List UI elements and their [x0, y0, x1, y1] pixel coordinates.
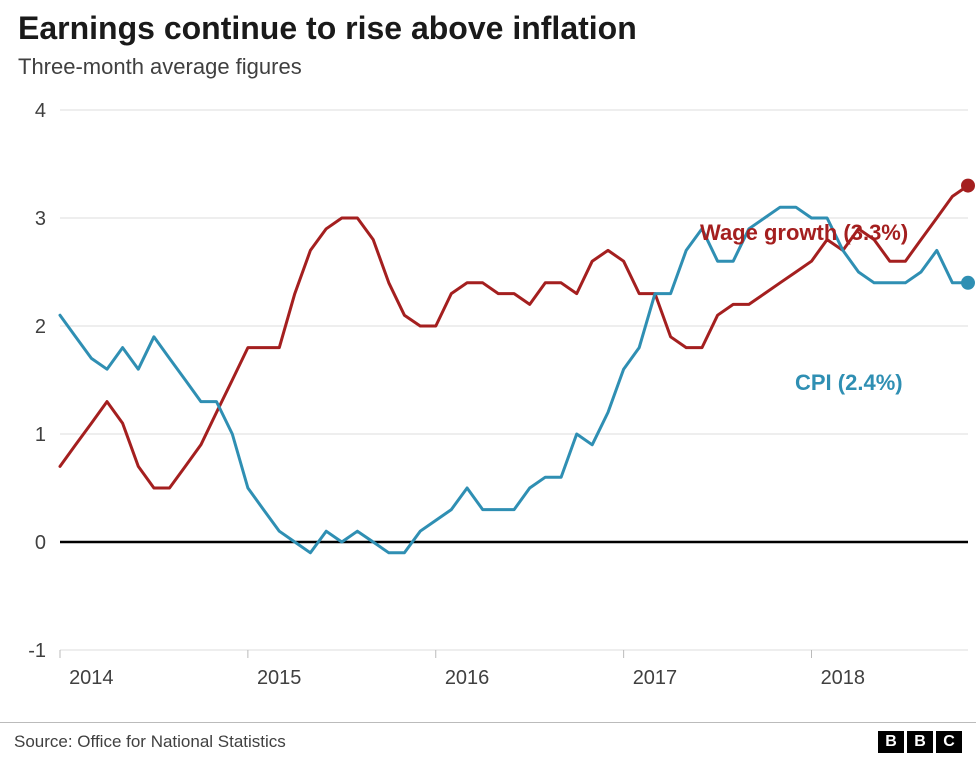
svg-text:2014: 2014	[69, 667, 114, 689]
svg-text:4: 4	[35, 100, 46, 122]
chart-plot: -1 0 1 2 3 4 2014 2015 2016 2017 2018	[0, 90, 976, 710]
bbc-logo-block: B	[907, 731, 933, 753]
chart-container: Earnings continue to rise above inflatio…	[0, 0, 976, 760]
bbc-logo-block: C	[936, 731, 962, 753]
series-label-cpi: CPI (2.4%)	[795, 370, 903, 396]
source-text: Source: Office for National Statistics	[14, 732, 286, 752]
svg-text:1: 1	[35, 424, 46, 446]
series-label-wage-growth: Wage growth (3.3%)	[700, 220, 908, 246]
chart-footer: Source: Office for National Statistics B…	[0, 722, 976, 760]
svg-text:3: 3	[35, 208, 46, 230]
bbc-logo-block: B	[878, 731, 904, 753]
svg-text:2016: 2016	[445, 667, 490, 689]
svg-text:2017: 2017	[633, 667, 678, 689]
svg-text:-1: -1	[28, 640, 46, 662]
bbc-logo: B B C	[878, 731, 962, 753]
chart-title: Earnings continue to rise above inflatio…	[18, 10, 637, 47]
chart-subtitle: Three-month average figures	[18, 54, 302, 80]
svg-text:0: 0	[35, 532, 46, 554]
svg-text:2015: 2015	[257, 667, 302, 689]
svg-text:2: 2	[35, 316, 46, 338]
svg-text:2018: 2018	[821, 667, 866, 689]
